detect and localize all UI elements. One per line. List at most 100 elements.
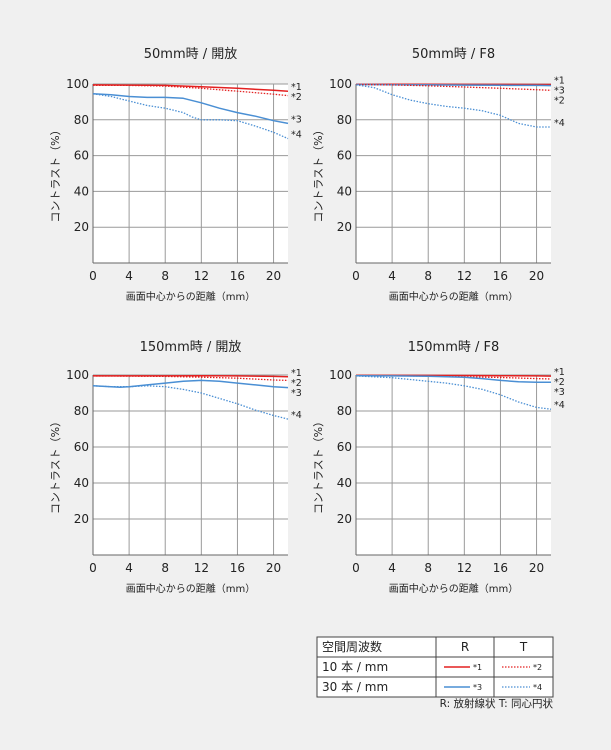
y-axis-label: コントラスト（%） [49,124,62,222]
x-tick-label: 8 [424,269,432,283]
series-label: *4 [291,130,302,141]
x-tick-label: 16 [230,561,245,575]
x-tick-label: 4 [388,269,396,283]
series-label: *3 [291,388,302,399]
series-label: *3 [554,86,565,97]
legend-mark-t: *4 [533,683,542,692]
legend-table: 空間周波数 R T 10 本 / mm *1 *2 30 本 / mm *3 *4 R: 放射線状… [316,636,554,710]
series-line [92,93,289,140]
legend-mark-r: *1 [473,663,482,672]
y-tick-label: 60 [337,440,352,454]
y-tick-label: 100 [329,77,352,91]
x-tick-label: 8 [161,269,169,283]
chart-title: 150mm時 / F8 [408,340,500,355]
y-tick-label: 100 [66,368,89,382]
legend-header-t: T [519,640,528,654]
y-tick-label: 60 [337,149,352,163]
x-tick-label: 12 [194,269,209,283]
y-tick-label: 100 [329,368,352,382]
series-line [355,375,552,410]
x-tick-label: 8 [161,561,169,575]
x-tick-label: 4 [125,561,133,575]
x-tick-label: 16 [230,269,245,283]
series-line [355,374,551,383]
y-tick-label: 60 [74,149,89,163]
legend-header-r: R [461,640,469,654]
y-tick-label: 60 [74,440,89,454]
chart-title: 50mm時 / F8 [412,47,495,62]
y-tick-label: 20 [74,512,89,526]
y-tick-label: 80 [74,404,89,418]
y-tick-label: 100 [66,77,89,91]
series-label: *2 [291,92,302,103]
series-label: *4 [554,118,565,129]
y-tick-label: 20 [74,220,89,234]
series-label: *4 [554,400,565,411]
x-tick-label: 0 [352,561,360,575]
x-tick-label: 16 [493,561,508,575]
x-axis-label: 画面中心からの距離（mm） [389,582,518,595]
series-label: *3 [554,387,565,398]
y-tick-label: 20 [337,512,352,526]
x-tick-label: 12 [194,561,209,575]
x-tick-label: 12 [457,561,472,575]
x-tick-label: 20 [266,269,281,283]
x-axis-label: 画面中心からの距離（mm） [126,582,255,595]
x-tick-label: 4 [125,269,133,283]
legend-header-frequency: 空間周波数 [322,639,382,654]
legend-mark-t: *2 [533,663,542,672]
mtf-chart-1: 50mm時 / 開放 0 4 8 12 16 20 20 40 60 80 100 画面中心からの距離（… [49,47,302,303]
y-axis-label: コントラスト（%） [49,416,62,514]
mtf-chart-3: 150mm時 / 開放 0 4 8 12 16 20 20 40 60 80 100 画面中心からの距離… [49,340,302,595]
legend-row-label: 30 本 / mm [322,680,388,694]
x-tick-label: 12 [457,269,472,283]
chart-title: 150mm時 / 開放 [140,340,242,355]
x-tick-label: 0 [89,269,97,283]
plot-area [93,375,288,555]
x-axis-label: 画面中心からの距離（mm） [126,290,255,303]
series-label: *2 [554,96,565,107]
mtf-chart-2: 50mm時 / F8 0 4 8 12 16 20 20 40 60 80 100 画面中心からの距離（… [312,47,565,303]
y-tick-label: 80 [337,113,352,127]
x-tick-label: 4 [388,561,396,575]
series-label: *3 [291,114,302,125]
x-tick-label: 20 [529,269,544,283]
chart-title: 50mm時 / 開放 [144,47,238,62]
series-label: *1 [291,368,302,379]
legend-table-frame [316,636,554,698]
series-label: *1 [554,367,565,378]
y-axis-label: コントラスト（%） [312,416,325,514]
x-tick-label: 20 [529,561,544,575]
legend-row-label: 10 本 / mm [322,660,388,674]
series-label: *2 [291,378,302,389]
y-tick-label: 80 [74,113,89,127]
x-tick-label: 0 [352,269,360,283]
legend-note: R: 放射線状 T: 同心円状 [440,697,554,710]
legend-mark-r: *3 [473,683,482,692]
series-line [92,93,289,125]
y-tick-label: 80 [337,404,352,418]
series-line [355,83,552,91]
series-label: *1 [554,76,565,87]
y-tick-label: 40 [337,184,352,198]
x-axis-label: 画面中心からの距離（mm） [389,290,518,303]
x-tick-label: 20 [266,561,281,575]
mtf-chart-4: 150mm時 / F8 0 4 8 12 16 20 20 40 60 80 100 画面中心からの距離… [312,340,565,595]
y-axis-label: コントラスト（%） [312,124,325,222]
y-tick-label: 40 [337,476,352,490]
x-tick-label: 8 [424,561,432,575]
series-line [92,385,289,420]
series-label: *4 [291,410,302,421]
plot-area [356,84,551,263]
y-tick-label: 40 [74,184,89,198]
plot-area [356,375,551,555]
series-label: *2 [554,377,565,388]
x-tick-label: 16 [493,269,508,283]
x-tick-label: 0 [89,561,97,575]
series-line [355,84,551,128]
series-label: *1 [291,82,302,93]
series-line [92,84,289,97]
y-tick-label: 40 [74,476,89,490]
y-tick-label: 20 [337,220,352,234]
